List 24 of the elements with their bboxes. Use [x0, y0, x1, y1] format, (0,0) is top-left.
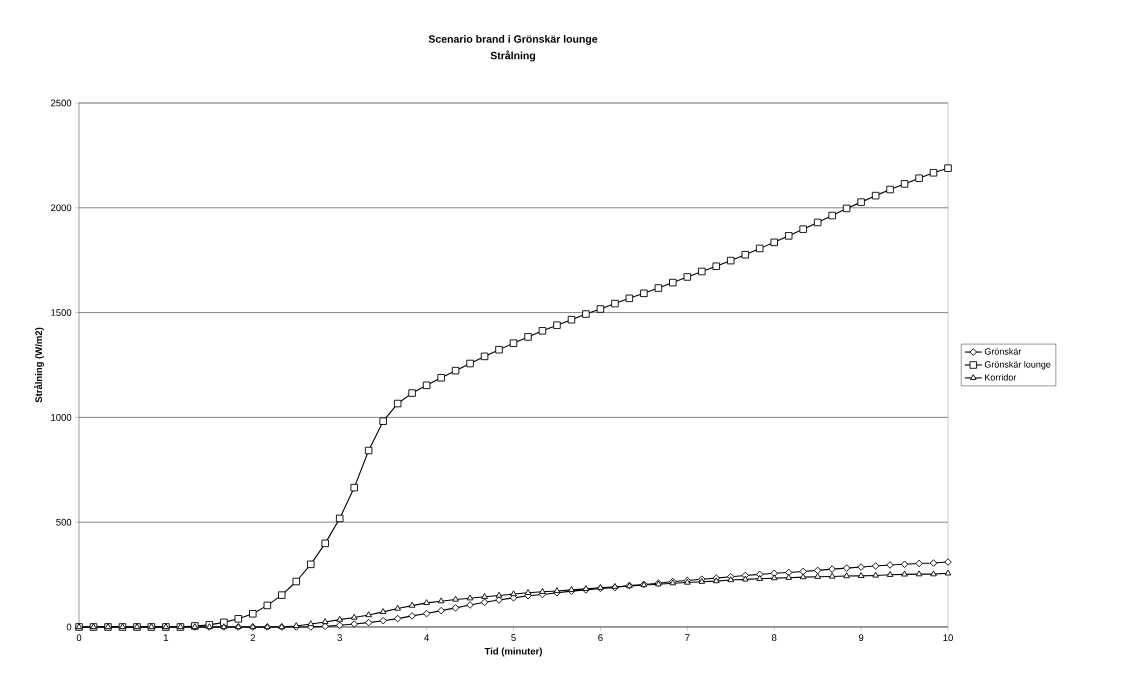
x-tick-label: 6 [598, 634, 603, 642]
y-tick-label: 1500 [51, 309, 72, 316]
chart-title: Scenario brand i Grönskär lounge [428, 35, 598, 45]
y-tick-label: 500 [56, 518, 72, 526]
legend-label: Grönskär lounge [984, 361, 1051, 370]
y-tick-label: 2500 [51, 99, 72, 107]
x-tick-label: 8 [771, 634, 777, 642]
x-tick-label: 1 [163, 634, 169, 641]
x-tick-label: 2 [250, 634, 255, 641]
x-tick-label: 4 [424, 634, 429, 641]
x-tick-label: 3 [337, 634, 342, 642]
x-tick-label: 10 [943, 634, 953, 642]
y-tick-label: 0 [66, 623, 72, 631]
y-axis-title: Strålning (W/m2) [34, 327, 44, 403]
x-tick-label: 9 [858, 634, 864, 642]
chart-subtitle: Strålning [490, 50, 536, 62]
legend-label: Korridor [985, 373, 1017, 381]
x-tick-label: 0 [76, 634, 82, 642]
x-tick-label: 5 [511, 634, 516, 641]
x-axis-title: Tid (minuter) [484, 647, 542, 657]
x-tick-label: 7 [685, 634, 690, 641]
legend-label: Grönskär [984, 348, 1022, 355]
y-tick-label: 1000 [51, 414, 72, 421]
y-tick-label: 2000 [51, 204, 72, 212]
